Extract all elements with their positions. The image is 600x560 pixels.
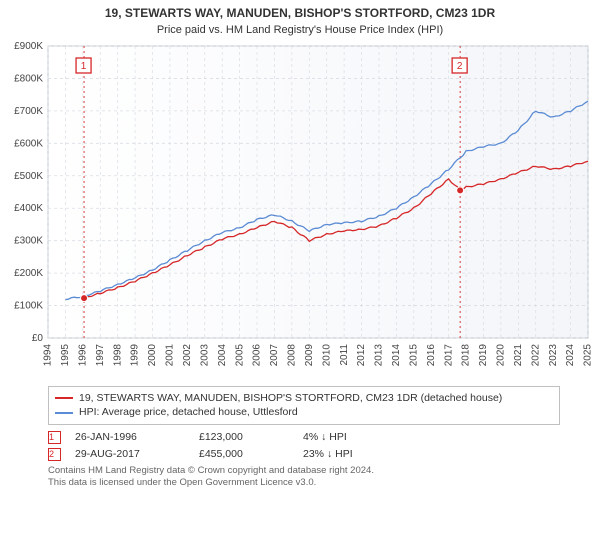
legend-label: HPI: Average price, detached house, Uttl…	[79, 405, 298, 420]
svg-text:£500K: £500K	[14, 170, 43, 181]
svg-text:2013: 2013	[374, 343, 385, 366]
svg-text:£600K: £600K	[14, 138, 43, 149]
svg-text:1998: 1998	[112, 343, 123, 366]
svg-text:2007: 2007	[269, 343, 280, 366]
svg-text:2012: 2012	[356, 343, 367, 366]
legend-item: 19, STEWARTS WAY, MANUDEN, BISHOP'S STOR…	[55, 391, 553, 406]
svg-text:1999: 1999	[130, 343, 141, 366]
svg-text:2005: 2005	[234, 343, 245, 366]
sale-date: 26-JAN-1996	[75, 431, 185, 443]
svg-text:2024: 2024	[565, 343, 576, 366]
svg-text:2015: 2015	[408, 343, 419, 366]
svg-text:£900K: £900K	[14, 41, 43, 52]
svg-text:2003: 2003	[199, 343, 210, 366]
svg-text:£700K: £700K	[14, 105, 43, 116]
svg-text:2009: 2009	[304, 343, 315, 366]
svg-text:2008: 2008	[287, 343, 298, 366]
svg-text:1997: 1997	[95, 343, 106, 366]
svg-text:2000: 2000	[147, 343, 158, 366]
svg-text:2018: 2018	[461, 343, 472, 366]
svg-text:£100K: £100K	[14, 300, 43, 311]
legend-swatch-property	[55, 397, 73, 399]
svg-text:2019: 2019	[478, 343, 489, 366]
svg-text:2014: 2014	[391, 343, 402, 366]
svg-text:1994: 1994	[43, 343, 54, 366]
svg-text:£200K: £200K	[14, 268, 43, 279]
marker-badge: 2	[48, 448, 61, 461]
down-arrow-icon: ↓	[321, 431, 326, 443]
down-arrow-icon: ↓	[327, 448, 332, 460]
sale-pct: 4% ↓ HPI	[303, 431, 363, 443]
svg-text:£300K: £300K	[14, 235, 43, 246]
svg-text:2025: 2025	[583, 343, 594, 366]
table-row: 1 26-JAN-1996 £123,000 4% ↓ HPI	[48, 431, 600, 444]
svg-text:2002: 2002	[182, 343, 193, 366]
svg-text:2: 2	[457, 61, 463, 72]
svg-text:2011: 2011	[339, 343, 350, 365]
sale-price: £455,000	[199, 448, 289, 460]
footnote: Contains HM Land Registry data © Crown c…	[48, 465, 600, 490]
svg-text:1996: 1996	[77, 343, 88, 366]
sale-pct: 23% ↓ HPI	[303, 448, 363, 460]
legend: 19, STEWARTS WAY, MANUDEN, BISHOP'S STOR…	[48, 386, 560, 425]
chart-title: 19, STEWARTS WAY, MANUDEN, BISHOP'S STOR…	[0, 0, 600, 22]
legend-swatch-hpi	[55, 412, 73, 414]
svg-text:2016: 2016	[426, 343, 437, 366]
legend-item: HPI: Average price, detached house, Uttl…	[55, 405, 553, 420]
svg-text:2001: 2001	[165, 343, 176, 366]
chart-area: £0 £100K £200K £300K £400K £500K £600K £700K £80…	[0, 40, 600, 380]
sale-price: £123,000	[199, 431, 289, 443]
table-row: 2 29-AUG-2017 £455,000 23% ↓ HPI	[48, 448, 600, 461]
svg-text:2023: 2023	[548, 343, 559, 366]
sale-marker-table: 1 26-JAN-1996 £123,000 4% ↓ HPI 2 29-AUG…	[48, 431, 600, 461]
line-chart: £0 £100K £200K £300K £400K £500K £600K £700K £80…	[0, 40, 600, 380]
svg-text:£400K: £400K	[14, 203, 43, 214]
svg-text:2017: 2017	[443, 343, 454, 366]
svg-text:2022: 2022	[530, 343, 541, 366]
svg-text:2006: 2006	[252, 343, 263, 366]
legend-label: 19, STEWARTS WAY, MANUDEN, BISHOP'S STOR…	[79, 391, 502, 406]
svg-text:2020: 2020	[496, 343, 507, 366]
chart-subtitle: Price paid vs. HM Land Registry's House …	[0, 22, 600, 40]
svg-text:2021: 2021	[513, 343, 524, 366]
sale-date: 29-AUG-2017	[75, 448, 185, 460]
footnote-line: This data is licensed under the Open Gov…	[48, 477, 600, 489]
marker-badge: 1	[48, 431, 61, 444]
svg-text:2004: 2004	[217, 343, 228, 366]
svg-text:£800K: £800K	[14, 73, 43, 84]
footnote-line: Contains HM Land Registry data © Crown c…	[48, 465, 600, 477]
svg-text:1995: 1995	[60, 343, 71, 366]
svg-text:2010: 2010	[321, 343, 332, 366]
svg-text:1: 1	[81, 61, 87, 72]
svg-text:£0: £0	[32, 333, 44, 344]
